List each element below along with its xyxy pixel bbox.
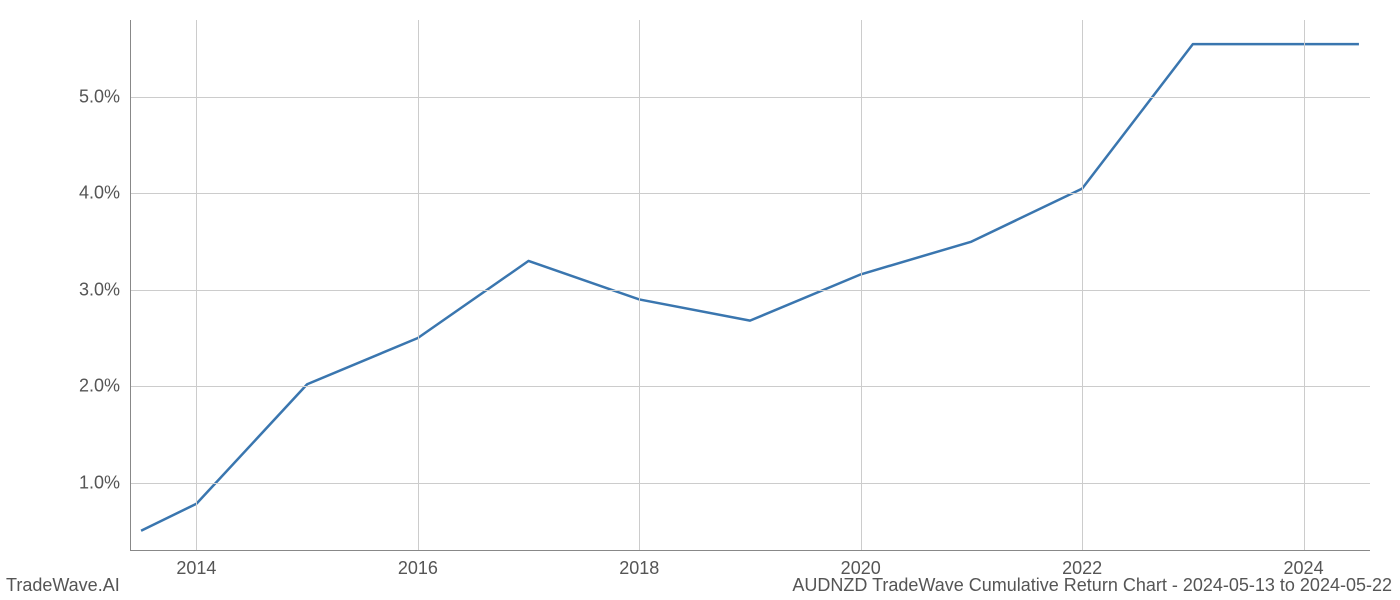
- grid-line-horizontal: [130, 483, 1370, 484]
- x-tick-label: 2018: [619, 558, 659, 579]
- grid-line-vertical: [418, 20, 419, 550]
- y-tick-label: 5.0%: [79, 87, 120, 108]
- grid-line-vertical: [1304, 20, 1305, 550]
- grid-line-vertical: [1082, 20, 1083, 550]
- grid-line-horizontal: [130, 97, 1370, 98]
- y-tick-label: 4.0%: [79, 183, 120, 204]
- plot-area: 2014201620182020202220241.0%2.0%3.0%4.0%…: [130, 20, 1370, 550]
- y-tick-label: 3.0%: [79, 279, 120, 300]
- x-axis-line: [130, 550, 1370, 551]
- line-chart-svg: [130, 20, 1370, 550]
- x-tick-label: 2014: [176, 558, 216, 579]
- grid-line-horizontal: [130, 193, 1370, 194]
- y-tick-label: 1.0%: [79, 472, 120, 493]
- grid-line-horizontal: [130, 290, 1370, 291]
- y-axis-line: [130, 20, 131, 550]
- grid-line-vertical: [639, 20, 640, 550]
- x-tick-label: 2016: [398, 558, 438, 579]
- grid-line-vertical: [196, 20, 197, 550]
- data-line: [141, 44, 1359, 531]
- grid-line-horizontal: [130, 386, 1370, 387]
- y-tick-label: 2.0%: [79, 376, 120, 397]
- footer-right-label: AUDNZD TradeWave Cumulative Return Chart…: [792, 575, 1392, 596]
- grid-line-vertical: [861, 20, 862, 550]
- footer-left-label: TradeWave.AI: [6, 575, 120, 596]
- chart-container: 2014201620182020202220241.0%2.0%3.0%4.0%…: [130, 20, 1370, 550]
